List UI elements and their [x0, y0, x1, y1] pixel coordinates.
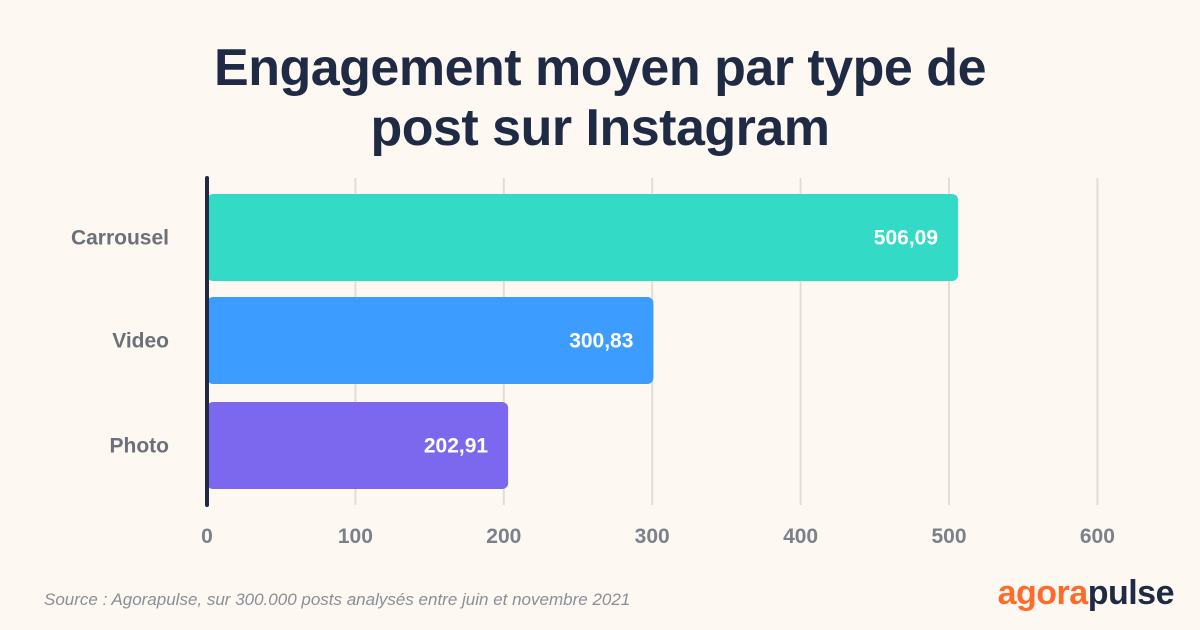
x-tick-label: 200	[486, 525, 521, 548]
chart-title: Engagement moyen par type de post sur In…	[0, 38, 1200, 158]
x-tick-label: 0	[201, 525, 213, 548]
x-tick-label: 500	[931, 525, 966, 548]
brand-logo-part-agora: agora	[997, 574, 1089, 612]
category-label: Carrousel	[71, 227, 169, 250]
chart-title-line-2: post sur Instagram	[370, 99, 830, 157]
data-label: 506,09	[874, 227, 938, 250]
x-tick-label: 100	[338, 525, 373, 548]
data-label: 202,91	[424, 435, 489, 458]
category-label: Photo	[110, 435, 169, 458]
source-note: Source : Agorapulse, sur 300.000 posts a…	[44, 590, 631, 609]
brand-logo-part-pulse: pulse	[1087, 574, 1175, 612]
bar-video	[207, 297, 654, 384]
x-tick-label: 400	[783, 525, 818, 548]
category-label: Video	[112, 330, 169, 353]
brand-logo: agorapulse	[997, 574, 1175, 613]
x-tick-label: 300	[635, 525, 670, 548]
data-label: 300,83	[569, 330, 633, 353]
chart-title-line-1: Engagement moyen par type de	[214, 39, 986, 97]
bar-carrousel	[207, 194, 959, 281]
bar-photo	[207, 402, 509, 489]
x-tick-label: 600	[1080, 525, 1115, 548]
